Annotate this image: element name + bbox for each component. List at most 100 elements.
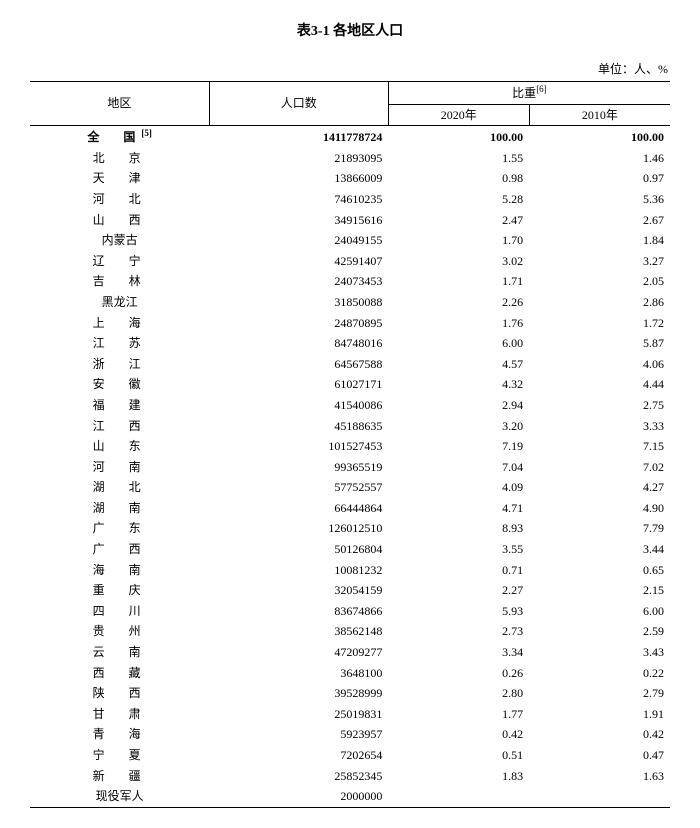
p2020-cell: 1.55 (388, 148, 529, 169)
p2020-cell: 0.26 (388, 663, 529, 684)
region-cell: 宁 夏 (30, 745, 209, 766)
p2010-cell: 3.43 (529, 642, 670, 663)
population-cell: 38562148 (209, 621, 388, 642)
p2020-cell: 5.93 (388, 601, 529, 622)
population-cell: 25019831 (209, 704, 388, 725)
p2010-cell: 2.15 (529, 580, 670, 601)
p2020-cell: 0.98 (388, 168, 529, 189)
population-cell: 13866009 (209, 168, 388, 189)
p2010-cell (529, 786, 670, 807)
population-cell: 47209277 (209, 642, 388, 663)
p2020-cell: 1.71 (388, 271, 529, 292)
p2020-cell: 1.77 (388, 704, 529, 725)
p2010-cell: 3.44 (529, 539, 670, 560)
p2010-cell: 4.44 (529, 374, 670, 395)
population-cell: 2000000 (209, 786, 388, 807)
p2020-cell: 4.71 (388, 498, 529, 519)
region-cell: 北 京 (30, 148, 209, 169)
region-cell: 广 西 (30, 539, 209, 560)
population-cell: 61027171 (209, 374, 388, 395)
region-cell: 河 北 (30, 189, 209, 210)
region-cell: 青 海 (30, 724, 209, 745)
p2020-cell: 3.34 (388, 642, 529, 663)
col-header-ratio-group: 比重[6] (388, 82, 670, 105)
table-row: 广 西501268043.553.44 (30, 539, 670, 560)
p2010-cell: 0.47 (529, 745, 670, 766)
table-row: 河 南993655197.047.02 (30, 457, 670, 478)
p2010-cell: 2.05 (529, 271, 670, 292)
p2020-cell (388, 786, 529, 807)
region-cell: 西 藏 (30, 663, 209, 684)
p2020-cell: 2.80 (388, 683, 529, 704)
region-cell: 海 南 (30, 560, 209, 581)
p2020-cell: 5.28 (388, 189, 529, 210)
p2020-cell: 2.47 (388, 210, 529, 231)
p2010-cell: 1.46 (529, 148, 670, 169)
p2010-cell: 1.91 (529, 704, 670, 725)
population-cell: 41540086 (209, 395, 388, 416)
p2010-cell: 2.75 (529, 395, 670, 416)
region-cell: 广 东 (30, 518, 209, 539)
table-row: 湖 南664448644.714.90 (30, 498, 670, 519)
total-population-cell: 1411778724 (209, 126, 388, 148)
table-row: 江 苏847480166.005.87 (30, 333, 670, 354)
table-row: 甘 肃250198311.771.91 (30, 704, 670, 725)
table-row: 吉 林240734531.712.05 (30, 271, 670, 292)
p2020-cell: 4.32 (388, 374, 529, 395)
region-cell: 现役军人 (30, 786, 209, 807)
population-cell: 42591407 (209, 251, 388, 272)
col-header-2020: 2020年 (388, 104, 529, 126)
table-row: 青 海59239570.420.42 (30, 724, 670, 745)
table-row: 四 川836748665.936.00 (30, 601, 670, 622)
table-row: 黑龙江318500882.262.86 (30, 292, 670, 313)
region-cell: 新 疆 (30, 766, 209, 787)
region-cell: 陕 西 (30, 683, 209, 704)
region-cell: 湖 南 (30, 498, 209, 519)
table-row: 海 南100812320.710.65 (30, 560, 670, 581)
p2020-cell: 0.51 (388, 745, 529, 766)
region-cell: 四 川 (30, 601, 209, 622)
table-row: 内蒙古240491551.701.84 (30, 230, 670, 251)
population-cell: 57752557 (209, 477, 388, 498)
p2010-cell: 0.42 (529, 724, 670, 745)
population-cell: 21893095 (209, 148, 388, 169)
p2020-cell: 7.04 (388, 457, 529, 478)
p2020-cell: 4.57 (388, 354, 529, 375)
p2010-cell: 2.67 (529, 210, 670, 231)
population-cell: 3648100 (209, 663, 388, 684)
population-cell: 84748016 (209, 333, 388, 354)
table-header: 地区 人口数 比重[6] 2020年 2010年 (30, 82, 670, 126)
population-cell: 83674866 (209, 601, 388, 622)
p2020-cell: 2.26 (388, 292, 529, 313)
table-row: 广 东1260125108.937.79 (30, 518, 670, 539)
region-cell: 天 津 (30, 168, 209, 189)
population-cell: 99365519 (209, 457, 388, 478)
p2010-cell: 2.59 (529, 621, 670, 642)
table-row: 山 东1015274537.197.15 (30, 436, 670, 457)
population-cell: 74610235 (209, 189, 388, 210)
region-cell: 湖 北 (30, 477, 209, 498)
p2010-cell: 5.87 (529, 333, 670, 354)
p2020-cell: 3.02 (388, 251, 529, 272)
table-row: 湖 北577525574.094.27 (30, 477, 670, 498)
region-cell: 江 苏 (30, 333, 209, 354)
p2020-cell: 8.93 (388, 518, 529, 539)
table-row: 西 藏36481000.260.22 (30, 663, 670, 684)
p2010-cell: 5.36 (529, 189, 670, 210)
table-body: 全 国[5] 1411778724 100.00 100.00 北 京21893… (30, 126, 670, 808)
table-row: 山 西349156162.472.67 (30, 210, 670, 231)
p2020-cell: 3.20 (388, 416, 529, 437)
table-row: 云 南472092773.343.43 (30, 642, 670, 663)
table-title: 表3-1 各地区人口 (30, 20, 670, 40)
p2020-cell: 1.83 (388, 766, 529, 787)
population-cell: 5923957 (209, 724, 388, 745)
region-cell: 甘 肃 (30, 704, 209, 725)
population-cell: 24073453 (209, 271, 388, 292)
p2010-cell: 0.22 (529, 663, 670, 684)
region-cell: 上 海 (30, 313, 209, 334)
p2010-cell: 4.06 (529, 354, 670, 375)
region-cell: 山 西 (30, 210, 209, 231)
p2020-cell: 6.00 (388, 333, 529, 354)
table-row: 安 徽610271714.324.44 (30, 374, 670, 395)
population-cell: 34915616 (209, 210, 388, 231)
